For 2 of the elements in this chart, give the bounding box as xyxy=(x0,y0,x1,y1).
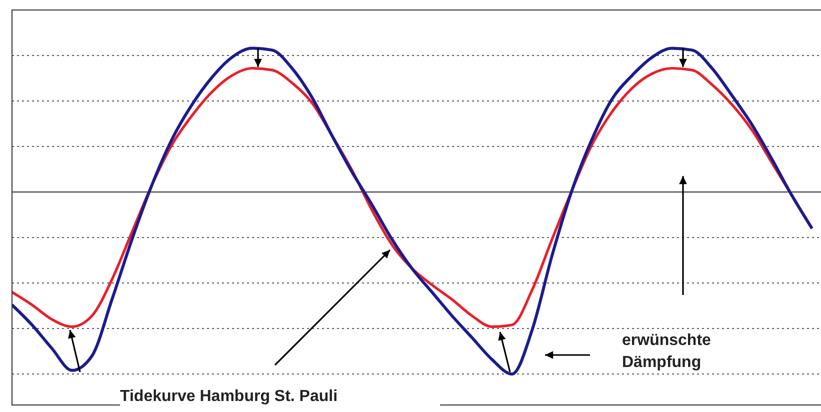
annotation: erwünschte Dämpfung xyxy=(622,331,712,373)
text: Tidekurve Hamburg St. Pauli xyxy=(120,386,440,408)
